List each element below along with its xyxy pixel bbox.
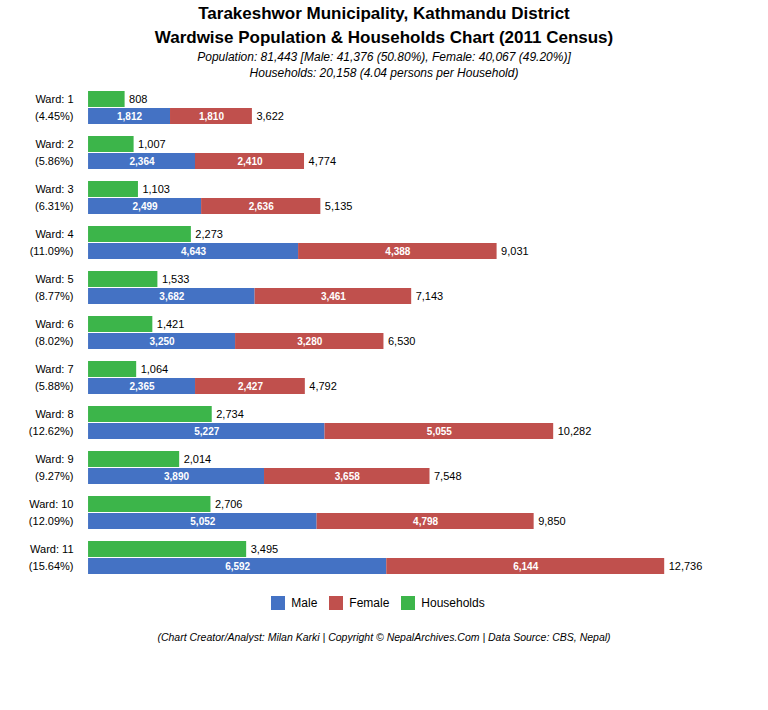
svg-text:1,064: 1,064 xyxy=(141,363,169,375)
svg-text:4,643: 4,643 xyxy=(181,246,206,257)
svg-text:1,533: 1,533 xyxy=(162,273,190,285)
svg-text:2,706: 2,706 xyxy=(215,498,243,510)
svg-text:2,273: 2,273 xyxy=(195,228,223,240)
svg-text:9,850: 9,850 xyxy=(538,515,566,527)
svg-text:3,495: 3,495 xyxy=(251,543,279,555)
svg-text:(6.31%): (6.31%) xyxy=(35,200,74,212)
svg-text:808: 808 xyxy=(129,93,147,105)
svg-text:(12.62%): (12.62%) xyxy=(29,425,74,437)
svg-text:Ward: 7: Ward: 7 xyxy=(35,363,73,375)
svg-text:(5.86%): (5.86%) xyxy=(35,155,74,167)
svg-text:Ward: 4: Ward: 4 xyxy=(35,228,73,240)
svg-text:Ward: 11: Ward: 11 xyxy=(30,543,73,555)
svg-text:Ward: 8: Ward: 8 xyxy=(35,408,73,420)
svg-text:3,682: 3,682 xyxy=(159,291,184,302)
svg-text:Ward: 5: Ward: 5 xyxy=(35,273,73,285)
svg-text:5,227: 5,227 xyxy=(194,426,219,437)
svg-text:5,135: 5,135 xyxy=(325,200,353,212)
svg-text:4,388: 4,388 xyxy=(385,246,410,257)
svg-text:5,055: 5,055 xyxy=(427,426,452,437)
svg-text:Ward: 3: Ward: 3 xyxy=(35,183,73,195)
svg-text:3,658: 3,658 xyxy=(335,471,360,482)
svg-text:(12.09%): (12.09%) xyxy=(29,515,74,527)
svg-text:Ward: 6: Ward: 6 xyxy=(35,318,73,330)
svg-text:3,890: 3,890 xyxy=(164,471,189,482)
svg-text:6,592: 6,592 xyxy=(225,561,250,572)
svg-text:2,636: 2,636 xyxy=(249,201,274,212)
svg-text:2,364: 2,364 xyxy=(130,156,155,167)
svg-text:(8.02%): (8.02%) xyxy=(35,335,74,347)
svg-text:1,421: 1,421 xyxy=(157,318,185,330)
svg-text:3,280: 3,280 xyxy=(297,336,322,347)
svg-text:5,052: 5,052 xyxy=(190,516,215,527)
svg-text:4,798: 4,798 xyxy=(413,516,438,527)
svg-text:1,812: 1,812 xyxy=(117,111,142,122)
svg-text:Ward: 9: Ward: 9 xyxy=(35,453,73,465)
svg-text:2,365: 2,365 xyxy=(130,381,155,392)
html-text:Female: Female xyxy=(349,595,390,610)
svg-text:4,774: 4,774 xyxy=(309,155,337,167)
html-text:Population: 81,443 [Male: 41,3: Population: 81,443 [Male: 41,376 (50.80%… xyxy=(197,50,571,64)
html-text:Tarakeshwor Municipality, Kath: Tarakeshwor Municipality, Kathmandu Dist… xyxy=(198,4,570,23)
svg-text:3,461: 3,461 xyxy=(321,291,346,302)
svg-text:12,736: 12,736 xyxy=(669,560,703,572)
html-text:Wardwise Population & Househol: Wardwise Population & Households Chart (… xyxy=(154,28,614,47)
svg-text:7,548: 7,548 xyxy=(434,470,462,482)
svg-text:3,622: 3,622 xyxy=(256,110,284,122)
svg-text:7,143: 7,143 xyxy=(416,290,444,302)
svg-text:(4.45%): (4.45%) xyxy=(35,110,74,122)
svg-text:Ward: 1: Ward: 1 xyxy=(35,93,73,105)
svg-text:4,792: 4,792 xyxy=(309,380,337,392)
svg-text:1,103: 1,103 xyxy=(142,183,170,195)
svg-text:2,499: 2,499 xyxy=(133,201,158,212)
svg-text:6,530: 6,530 xyxy=(388,335,416,347)
html-text:Households: Households xyxy=(421,595,485,610)
svg-text:(15.64%): (15.64%) xyxy=(29,560,74,572)
svg-text:(8.77%): (8.77%) xyxy=(35,290,74,302)
html-text:(Chart Creator/Analyst: Milan: (Chart Creator/Analyst: Milan Karki | Co… xyxy=(157,631,611,643)
svg-text:1,007: 1,007 xyxy=(138,138,166,150)
svg-text:10,282: 10,282 xyxy=(558,425,592,437)
svg-text:6,144: 6,144 xyxy=(513,561,538,572)
svg-text:3,250: 3,250 xyxy=(150,336,175,347)
svg-text:Ward: 2: Ward: 2 xyxy=(35,138,73,150)
svg-text:(11.09%): (11.09%) xyxy=(30,245,74,257)
svg-text:2,410: 2,410 xyxy=(237,156,262,167)
svg-text:1,810: 1,810 xyxy=(199,111,224,122)
svg-text:(9.27%): (9.27%) xyxy=(35,470,74,482)
html-text:Male: Male xyxy=(291,595,318,610)
svg-text:2,014: 2,014 xyxy=(184,453,212,465)
svg-text:9,031: 9,031 xyxy=(501,245,529,257)
svg-text:2,734: 2,734 xyxy=(216,408,244,420)
svg-text:(5.88%): (5.88%) xyxy=(35,380,74,392)
html-text:Households: 20,158 (4.04 perso: Households: 20,158 (4.04 persons per Hou… xyxy=(249,66,519,80)
svg-text:2,427: 2,427 xyxy=(238,381,263,392)
svg-text:Ward: 10: Ward: 10 xyxy=(29,498,73,510)
